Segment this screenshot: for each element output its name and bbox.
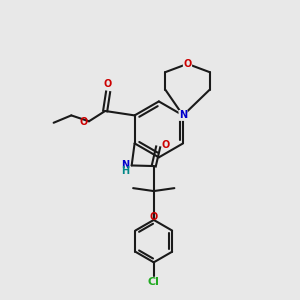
Text: N: N [179,110,187,120]
Text: N: N [121,160,129,170]
Text: O: O [183,59,192,69]
Text: Cl: Cl [148,277,160,287]
Text: O: O [79,117,88,127]
Text: H: H [121,166,129,176]
Text: O: O [150,212,158,222]
Text: O: O [161,140,170,150]
Text: O: O [103,79,112,89]
